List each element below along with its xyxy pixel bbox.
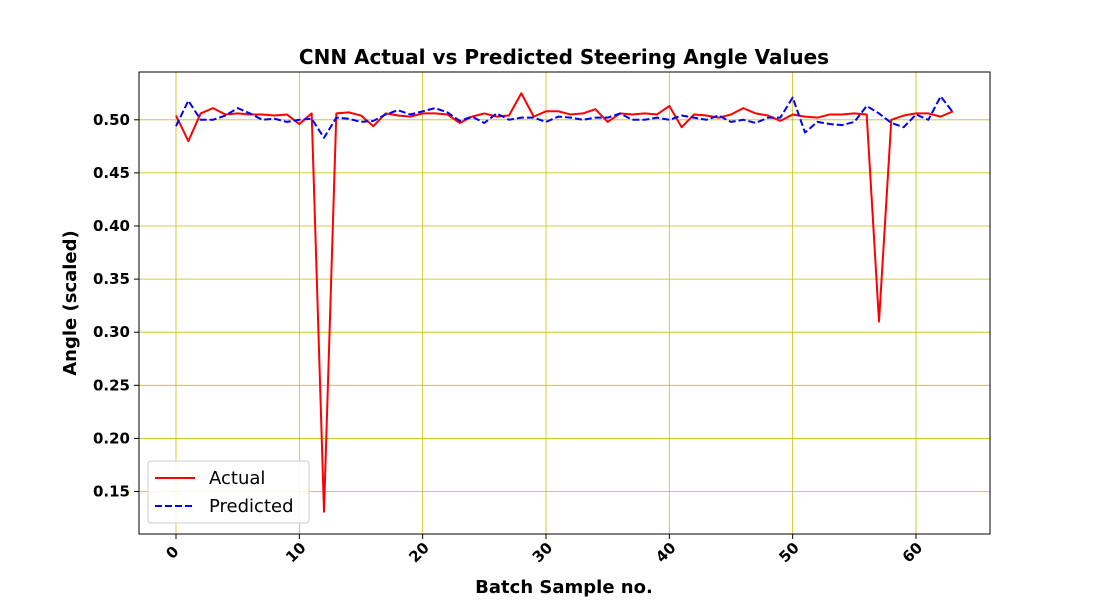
- x-axis-ticks: 0 10 20 30 40 50 60: [162, 534, 926, 566]
- series-lines: [175, 92, 954, 513]
- chart-title: CNN Actual vs Predicted Steering Angle V…: [299, 45, 829, 69]
- y-tick-label: 0.35: [93, 270, 130, 288]
- y-axis-label: Angle (scaled): [60, 230, 81, 376]
- series-line-predicted: [175, 95, 954, 139]
- plot-background: [139, 72, 990, 534]
- y-tick-label: 0.50: [93, 111, 130, 129]
- legend-predicted-label: Predicted: [209, 496, 294, 517]
- y-tick-label: 0.15: [93, 483, 130, 501]
- x-tick-label: 50: [775, 539, 802, 566]
- x-tick-label: 60: [899, 539, 926, 566]
- x-tick-label: 40: [652, 539, 679, 566]
- x-axis-label: Batch Sample no.: [475, 577, 653, 598]
- y-tick-label: 0.25: [93, 376, 130, 394]
- plot-frame: [138, 71, 991, 535]
- legend-actual-label: Actual: [209, 468, 265, 489]
- x-tick-label: 0: [162, 542, 182, 562]
- y-tick-label: 0.30: [93, 323, 130, 341]
- legend-box: [147, 460, 310, 524]
- x-tick-label: 30: [529, 539, 556, 566]
- y-axis-ticks: 0.15 0.20 0.25 0.30 0.35 0.40 0.45 0.50: [93, 111, 139, 501]
- legend: Actual Predicted: [147, 460, 310, 524]
- x-tick-label: 20: [405, 539, 432, 566]
- x-tick-label: 10: [282, 539, 309, 566]
- y-tick-label: 0.20: [93, 429, 130, 447]
- y-tick-label: 0.40: [93, 217, 130, 235]
- y-tick-label: 0.45: [93, 164, 130, 182]
